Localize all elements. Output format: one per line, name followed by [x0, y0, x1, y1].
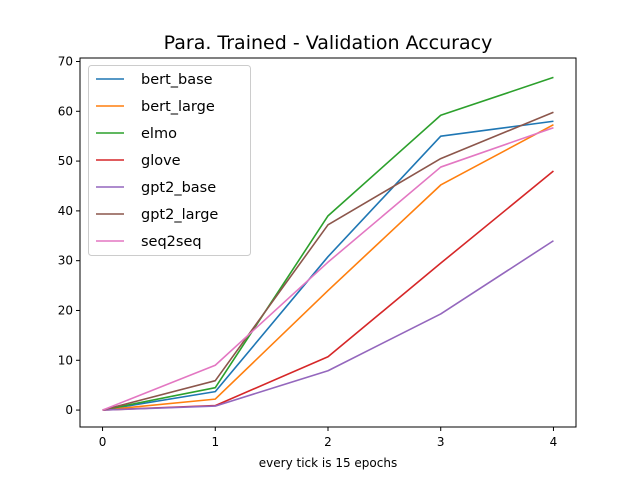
x-tick-label: 1 [211, 435, 219, 449]
series-line-bert-base [102, 120, 554, 411]
y-tick-label: 40 [58, 204, 73, 218]
series-line-bert-large [102, 124, 554, 411]
y-tick-label: 50 [58, 154, 73, 168]
plot-lines [102, 76, 554, 411]
y-tick-label: 60 [58, 104, 73, 118]
legend-box [88, 65, 251, 256]
x-tick-label: 2 [324, 435, 332, 449]
series-line-seq2seq [102, 126, 554, 411]
x-tick-label: 4 [550, 435, 558, 449]
y-tick-label: 10 [58, 353, 73, 367]
plot-frame [79, 57, 577, 428]
legend-label: elmo [141, 126, 177, 142]
legend-label: bert_base [141, 72, 213, 88]
legend-label: seq2seq [141, 234, 202, 250]
y-tick-label: 20 [58, 303, 73, 317]
chart-title: Para. Trained - Validation Accuracy [164, 32, 493, 54]
series-line-elmo [102, 76, 554, 411]
y-tick-label: 70 [58, 54, 73, 68]
x-tick-label: 3 [437, 435, 445, 449]
x-tick-label: 0 [99, 435, 107, 449]
x-axis-title: every tick is 15 epochs [259, 456, 397, 470]
series-line-gpt2-base [102, 240, 554, 411]
y-tick-label: 30 [58, 254, 73, 268]
legend-label: glove [141, 153, 181, 169]
y-axis: 0 10 20 30 40 50 60 70 [58, 54, 80, 417]
x-axis: 0 1 2 3 4 [99, 427, 558, 449]
legend-label: gpt2_base [141, 180, 216, 196]
series-line-gpt2-large [102, 111, 554, 411]
legend-label: bert_large [141, 99, 215, 115]
legend-label: gpt2_large [141, 207, 218, 223]
y-tick-label: 0 [65, 403, 73, 417]
